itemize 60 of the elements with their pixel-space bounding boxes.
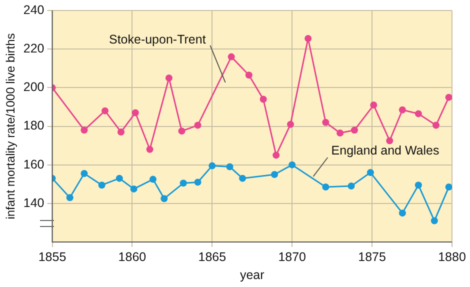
series-label: England and Wales xyxy=(331,143,440,158)
point xyxy=(304,34,312,42)
point xyxy=(366,169,374,176)
point xyxy=(348,182,355,190)
point xyxy=(287,120,294,128)
x-tick-label: 1880 xyxy=(438,250,466,264)
point xyxy=(118,128,125,136)
point xyxy=(130,185,138,192)
point xyxy=(398,210,406,217)
point xyxy=(98,182,106,189)
x-axis-title: year xyxy=(240,268,264,282)
point xyxy=(239,174,246,182)
point xyxy=(430,217,438,224)
y-tick-label: 180 xyxy=(23,118,44,133)
y-tick-label: 140 xyxy=(23,196,44,210)
point xyxy=(80,170,88,178)
point xyxy=(226,163,234,170)
point xyxy=(272,152,280,159)
y-tick-label: 240 xyxy=(23,2,44,17)
point xyxy=(208,162,216,170)
point xyxy=(165,74,172,82)
x-tick-label: 1855 xyxy=(38,250,66,264)
y-tick-label: 160 xyxy=(23,157,44,172)
point xyxy=(288,161,296,168)
point xyxy=(445,184,452,191)
point xyxy=(160,195,168,202)
y-tick-label: 220 xyxy=(23,42,44,56)
point xyxy=(102,107,109,114)
y-tick-label: 200 xyxy=(23,80,44,94)
point xyxy=(228,53,235,60)
point xyxy=(370,102,378,109)
series-label: Stoke-upon-Trent xyxy=(108,32,206,47)
x-tick-label: 1870 xyxy=(278,250,306,264)
point xyxy=(398,106,406,114)
point xyxy=(149,176,156,183)
point xyxy=(178,128,186,135)
point xyxy=(386,137,394,144)
x-tick-label: 1875 xyxy=(358,250,386,264)
point xyxy=(116,174,123,182)
point xyxy=(445,94,452,101)
point xyxy=(414,182,422,189)
point xyxy=(245,72,252,79)
point xyxy=(194,178,202,186)
point xyxy=(322,184,330,191)
point xyxy=(336,130,344,136)
point xyxy=(146,146,154,153)
point xyxy=(350,126,358,134)
point xyxy=(322,118,330,126)
x-tick-label: 1865 xyxy=(198,250,226,264)
y-axis-title: infant mortality rate/1000 live births xyxy=(4,33,18,220)
point xyxy=(432,122,440,129)
point xyxy=(180,180,187,187)
point xyxy=(80,126,88,134)
point xyxy=(194,122,202,129)
x-tick-label: 1860 xyxy=(118,250,146,264)
point xyxy=(271,170,278,178)
point xyxy=(132,109,139,116)
point xyxy=(66,194,74,202)
point xyxy=(260,96,267,103)
point xyxy=(414,110,422,118)
